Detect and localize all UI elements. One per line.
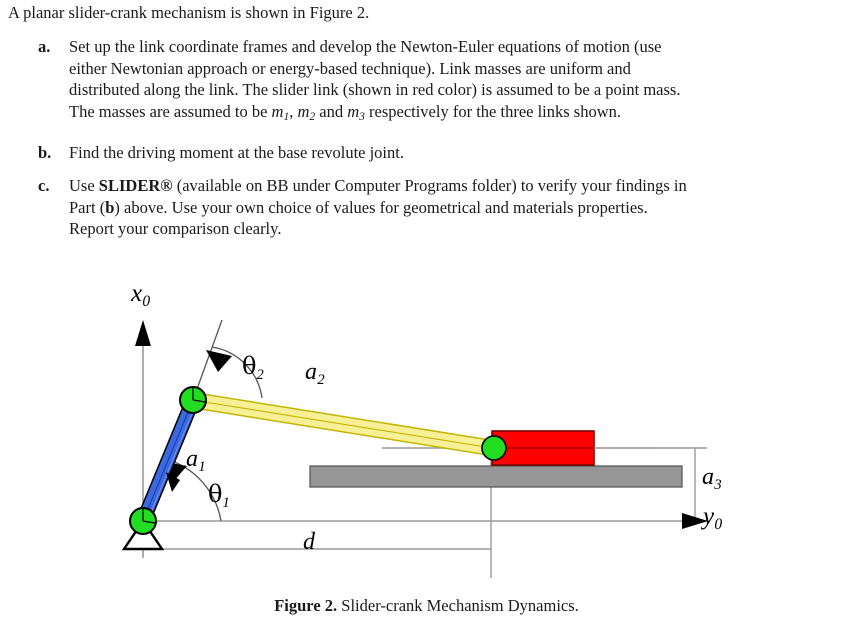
list-item-b: b. Find the driving moment at the base r… (38, 142, 838, 164)
label-link1-length: a1 (186, 446, 206, 475)
theta2-reference-line (192, 319, 223, 401)
y-axis-arrowhead (682, 513, 708, 529)
x-axis-arrowhead (135, 320, 151, 346)
label-link2-length: a2 (305, 359, 325, 388)
line-c-2: Part (b) above. Use your own choice of v… (69, 197, 648, 217)
figure-caption-label: Figure 2. (274, 596, 338, 615)
intro-sentence: A planar slider-crank mechanism is shown… (8, 3, 370, 22)
list-item-a: a. Set up the link coordinate frames and… (38, 36, 838, 125)
label-y-axis: y0 (703, 503, 723, 534)
line-c-3: Report your comparison clearly. (69, 219, 282, 238)
line-a-3: distributed along the link. The slider l… (69, 80, 681, 99)
joint-slider-pin (481, 435, 507, 461)
theta2-arrowhead (206, 350, 232, 372)
figure-caption-text: Slider-crank Mechanism Dynamics. (341, 596, 579, 615)
list-marker-a: a. (38, 37, 51, 56)
list-body-b: Find the driving moment at the base revo… (69, 142, 838, 164)
list-marker-b: b. (38, 143, 52, 162)
line-a-1: Set up the link coordinate frames and de… (69, 37, 662, 56)
line-a-4: The masses are assumed to be m1, m2 and … (69, 101, 622, 123)
label-link3-length: a3 (702, 464, 722, 493)
list-marker-c: c. (38, 176, 50, 195)
joint-base-revolute (121, 507, 165, 551)
crank-direction-arrowhead (166, 472, 180, 492)
label-theta1: θ1 (208, 480, 230, 511)
label-theta2: θ2 (242, 352, 264, 383)
figure-caption: Figure 2. Slider-crank Mechanism Dynamic… (0, 596, 853, 616)
ground-bar (309, 465, 683, 488)
mechanism-drawing (121, 319, 708, 578)
theta2-arc (211, 346, 263, 399)
list-body-a: Set up the link coordinate frames and de… (69, 36, 838, 125)
line-c-1: Use SLIDER® (available on BB under Compu… (69, 176, 687, 195)
list-body-c: Use SLIDER® (available on BB under Compu… (69, 175, 838, 240)
coupler-link (188, 391, 496, 457)
joint-crank-coupler (179, 386, 207, 414)
label-offset-d: d (303, 529, 315, 555)
figure-slider-crank: x0 y0 a1 a2 a3 d θ1 θ2 Figure 2. Slider-… (0, 258, 853, 627)
line-a-2: either Newtonian approach or energy-base… (69, 58, 631, 78)
label-x-axis: x0 (131, 280, 151, 311)
line-b-1: Find the driving moment at the base revo… (69, 143, 404, 162)
list-item-c: c. Use SLIDER® (available on BB under Co… (38, 175, 838, 240)
